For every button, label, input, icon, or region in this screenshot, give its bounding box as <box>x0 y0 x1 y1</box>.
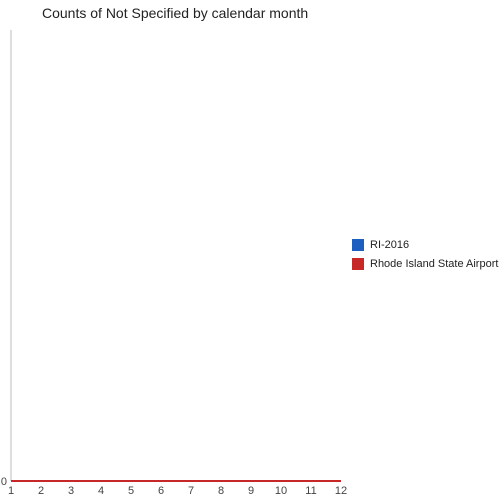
x-tick-label: 4 <box>98 485 104 497</box>
x-tick-label: 8 <box>218 485 224 497</box>
legend-label: RI-2016 <box>370 239 410 251</box>
legend-item: Rhode Island State Airport <box>352 257 498 271</box>
y-tick-label: 0 <box>1 476 7 488</box>
x-tick-label: 1 <box>8 485 14 497</box>
x-tick-label: 12 <box>335 485 347 497</box>
legend-swatch <box>352 239 364 251</box>
x-tick-label: 9 <box>248 485 254 497</box>
legend-item: RI-2016 <box>352 238 498 252</box>
x-tick-label: 5 <box>128 485 134 497</box>
tick-labels: 1 2 3 4 5 6 7 8 9 10 11 120 <box>1 476 347 497</box>
x-tick-label: 10 <box>275 485 287 497</box>
axes <box>10 30 341 482</box>
legend-label: Rhode Island State Airport <box>370 258 499 270</box>
legend-swatch <box>352 258 364 270</box>
legend: RI-2016 Rhode Island State Airport <box>352 238 498 276</box>
x-tick-label: 11 <box>305 485 316 497</box>
x-tick-label: 6 <box>158 485 164 497</box>
x-tick-label: 2 <box>38 485 44 497</box>
chart-title: Counts of Not Specified by calendar mont… <box>42 5 309 21</box>
x-tick-label: 7 <box>188 485 194 497</box>
x-tick-label: 3 <box>68 485 74 497</box>
